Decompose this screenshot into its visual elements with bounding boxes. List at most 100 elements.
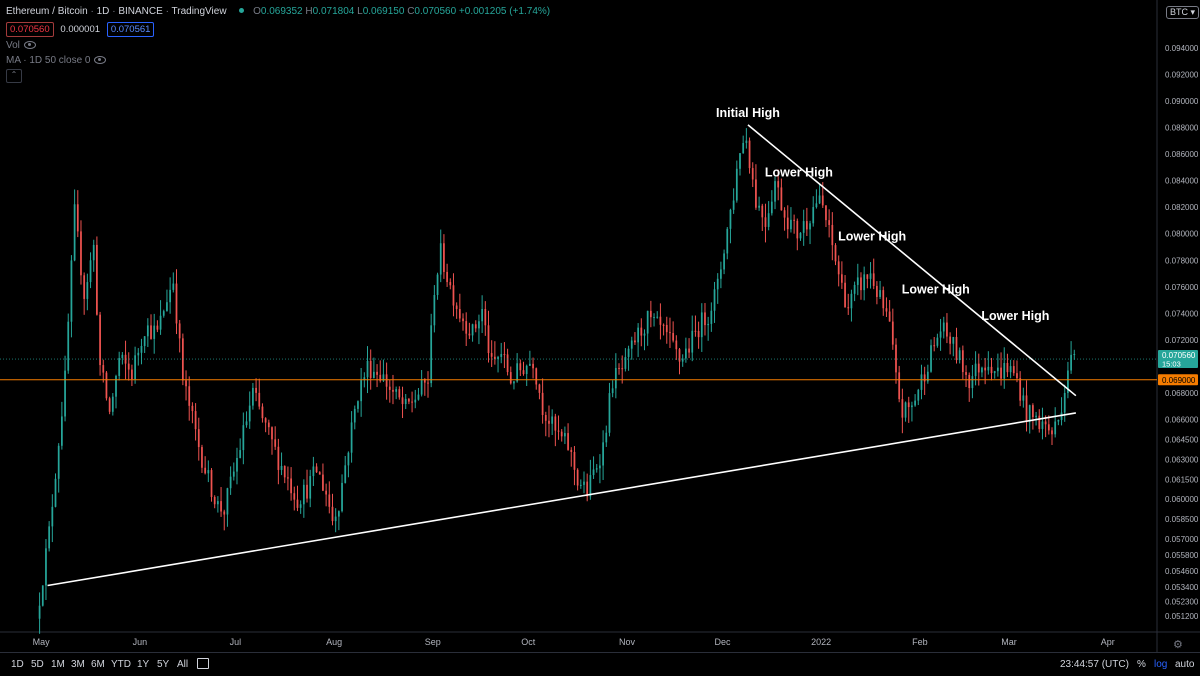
change-value: +0.001205 (+1.74%) <box>458 6 551 17</box>
candle-body <box>1032 405 1034 418</box>
candle-body <box>111 396 114 412</box>
annotation-label: Lower High <box>838 229 906 243</box>
currency-selector[interactable]: BTC ▾ <box>1166 6 1200 19</box>
candle-body <box>64 370 66 417</box>
timeframe-button[interactable]: 6M <box>91 659 105 670</box>
time-axis[interactable]: May Jun Jul Aug Sep Oct Nov Dec 2022 Feb Mar Apr <box>33 637 1115 647</box>
candle-body <box>554 416 557 431</box>
ma-label: MA · 1D 50 close 0 <box>6 55 91 66</box>
price-chart[interactable]: Initial High Lower High Lower High Lower Hi… <box>0 0 1200 652</box>
candle-body <box>672 332 675 341</box>
candle-body <box>258 392 261 407</box>
candle-body <box>481 309 483 322</box>
timeframe-button[interactable]: 5Y <box>157 659 170 670</box>
candle-body <box>1006 362 1009 373</box>
candle-body <box>162 311 165 316</box>
symbol-name[interactable]: Ethereum / Bitcoin <box>6 6 88 17</box>
price-tick-label: 0.078000 <box>1165 256 1199 265</box>
candle-body <box>837 261 840 275</box>
close-value: 0.070560 <box>414 6 457 17</box>
candle-body <box>124 354 127 364</box>
candle-body <box>236 457 238 472</box>
candle-body <box>471 324 474 336</box>
candle-body <box>280 465 283 470</box>
candle-body <box>478 321 480 329</box>
candle-body <box>595 468 598 470</box>
candle-body <box>414 399 417 403</box>
eye-icon[interactable] <box>94 56 107 65</box>
chevron-up-icon[interactable]: ⌃ <box>6 69 22 83</box>
candle-body <box>1025 395 1028 422</box>
price-tick-label: 0.076000 <box>1165 283 1199 292</box>
candle-body <box>1067 370 1069 393</box>
ma-legend[interactable]: MA · 1D 50 close 0 <box>6 55 107 66</box>
timeframe-button[interactable]: All <box>177 659 189 670</box>
timeframe-button[interactable]: 3M <box>71 659 85 670</box>
price-tick-label: 0.066000 <box>1165 416 1199 425</box>
price-tick-label: 0.090000 <box>1165 97 1199 106</box>
candle-body <box>347 452 350 466</box>
candle-body <box>131 369 133 380</box>
candle-body <box>567 433 569 450</box>
buy-sell-row: 0.070560 0.000001 0.070561 <box>6 22 158 37</box>
clock[interactable]: 23:44:57 (UTC) <box>1060 659 1129 670</box>
candle-body <box>70 260 73 322</box>
candle-body <box>328 494 331 507</box>
candle-body <box>688 348 690 353</box>
trendline <box>47 412 1077 587</box>
candle-body <box>302 484 305 505</box>
timeframe-button[interactable]: 1M <box>51 659 65 670</box>
price-axis[interactable]: 0.094000 0.092000 0.090000 0.088000 0.086000… <box>1158 44 1199 621</box>
date-range-icon[interactable] <box>197 658 209 669</box>
interval[interactable]: 1D <box>96 6 110 17</box>
timeframe-button[interactable]: 1Y <box>137 659 150 670</box>
auto-toggle[interactable]: auto <box>1175 659 1195 670</box>
candle-body <box>942 322 945 332</box>
buy-button[interactable]: 0.070561 <box>106 22 155 37</box>
timeframe-button[interactable]: YTD <box>111 659 131 670</box>
level-price-tag <box>1158 374 1198 386</box>
gear-icon[interactable]: ⚙ <box>1173 639 1183 651</box>
candle-body <box>408 398 410 402</box>
time-tick-label: Sep <box>425 637 441 647</box>
candle-body <box>656 316 659 318</box>
candle-body <box>261 406 264 419</box>
candle-body <box>153 325 156 339</box>
candle-body <box>252 387 254 406</box>
candle-body <box>583 481 585 485</box>
candle-body <box>468 333 471 336</box>
timeframe-button[interactable]: 5D <box>31 659 44 670</box>
candle-body <box>420 379 423 395</box>
candle-body <box>462 318 464 322</box>
candle-body <box>274 439 277 447</box>
candle-body <box>331 506 334 522</box>
log-toggle[interactable]: log <box>1154 659 1168 670</box>
candle-body <box>742 142 745 154</box>
candle-body <box>337 511 340 517</box>
candle-body <box>264 418 267 423</box>
candle-body <box>306 484 308 499</box>
eye-icon[interactable] <box>23 41 36 50</box>
candle-body <box>529 363 531 366</box>
candle-body <box>223 511 226 515</box>
price-tick-label: 0.055800 <box>1165 551 1199 560</box>
price-tick-label: 0.082000 <box>1165 203 1199 212</box>
candle-body <box>452 285 455 306</box>
candle-body <box>398 389 401 398</box>
candle-body <box>178 323 181 339</box>
candle-body <box>325 490 327 495</box>
timeframe-button[interactable]: 1D <box>11 659 24 670</box>
time-tick-label: Oct <box>521 637 536 647</box>
percent-toggle[interactable]: % <box>1137 659 1146 670</box>
volume-legend[interactable]: Vol <box>6 40 36 51</box>
candle-body <box>716 278 719 290</box>
sell-button[interactable]: 0.070560 <box>6 22 54 37</box>
candle-body <box>853 284 856 294</box>
time-tick-label: Jun <box>133 637 148 647</box>
candle-body <box>592 469 595 476</box>
candle-body <box>926 371 929 382</box>
candle-body <box>586 481 589 497</box>
candle-body <box>108 398 111 412</box>
candle-body <box>952 336 955 344</box>
symbol-legend[interactable]: Ethereum / Bitcoin · 1D · BINANCE · Trad… <box>6 6 551 17</box>
